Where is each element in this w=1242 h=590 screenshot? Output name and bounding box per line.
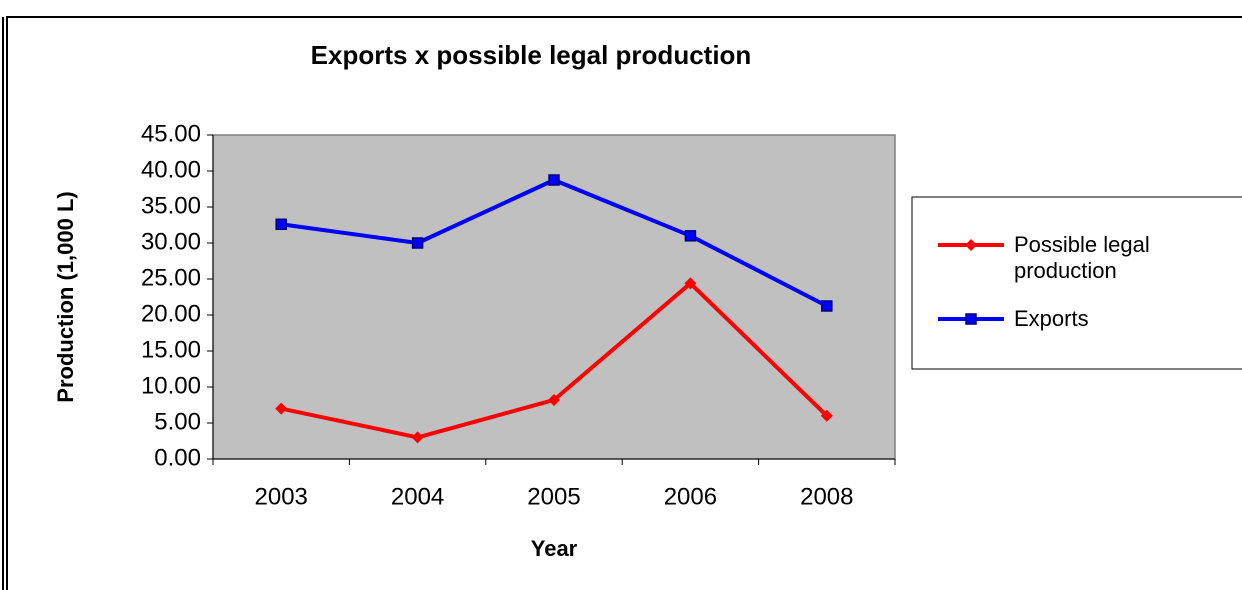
y-tick-label: 45.00 <box>141 120 201 147</box>
y-tick-label: 35.00 <box>141 192 201 219</box>
data-point <box>411 431 424 444</box>
y-tick-label: 10.00 <box>141 372 201 399</box>
legend-label: Exports <box>1014 306 1089 331</box>
data-point <box>411 237 424 249</box>
y-tick-label: 40.00 <box>141 156 201 183</box>
y-tick-label: 20.00 <box>141 300 201 327</box>
data-point <box>684 230 697 242</box>
x-tick-label: 2004 <box>391 483 444 510</box>
data-point <box>820 409 833 422</box>
x-tick-label: 2006 <box>664 483 717 510</box>
data-point <box>548 174 560 186</box>
y-axis-label: Production (1,000 L) <box>53 191 78 402</box>
data-point <box>684 277 697 290</box>
legend-label: Possible legal production <box>1014 232 1150 283</box>
data-point <box>821 300 833 312</box>
data-point <box>275 402 288 415</box>
legend-marker <box>965 313 977 325</box>
x-axis-label: Year <box>531 536 578 561</box>
y-tick-label: 25.00 <box>141 264 201 291</box>
y-tick-label: 30.00 <box>141 228 201 255</box>
y-tick-label: 5.00 <box>154 408 201 435</box>
x-tick-label: 2003 <box>255 483 308 510</box>
y-tick-label: 15.00 <box>141 336 201 363</box>
data-point <box>548 393 560 406</box>
legend-box <box>911 196 1242 370</box>
legend-marker <box>965 239 977 251</box>
x-tick-label: 2005 <box>527 483 580 510</box>
data-point <box>275 218 287 231</box>
x-tick-label: 2008 <box>800 483 853 510</box>
chart-frame <box>6 16 1242 590</box>
chart-title: Exports x possible legal production <box>311 40 752 70</box>
y-tick-label: 0.00 <box>154 444 201 471</box>
